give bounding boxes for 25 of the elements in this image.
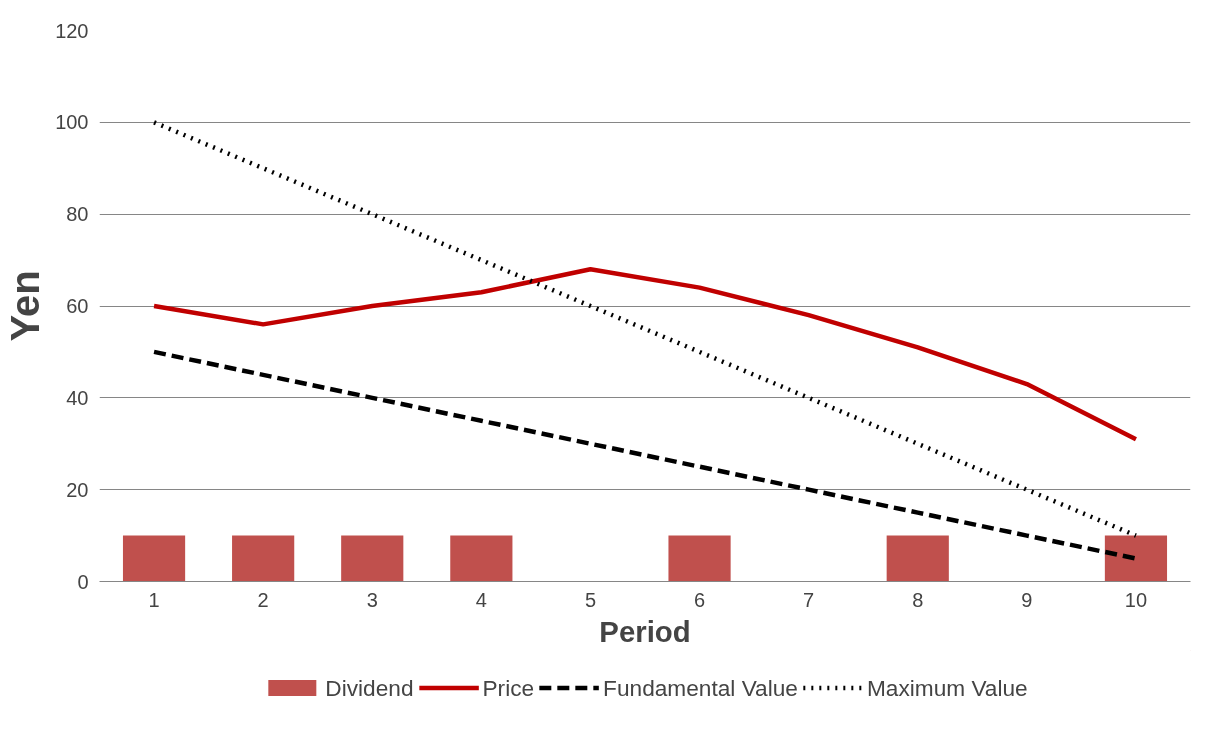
x-tick-label: 5 [584, 588, 597, 611]
legend-label: Dividend [325, 674, 414, 701]
x-tick-label: 4 [475, 588, 487, 611]
legend-label: Maximum Value [866, 674, 1028, 701]
y-tick-label: 0 [77, 570, 89, 593]
legend-label: Price [482, 674, 535, 701]
y-tick-label: 100 [55, 111, 89, 134]
x-axis-title: Period [599, 614, 691, 648]
y-tick-label: 120 [55, 19, 89, 42]
x-tick-label: 3 [366, 588, 378, 611]
x-tick-label: 8 [912, 588, 924, 611]
x-tick-label: 1 [148, 588, 160, 611]
x-tick-label: 6 [693, 588, 706, 611]
y-tick-label: 40 [66, 386, 89, 409]
line-series [151, 120, 1139, 538]
x-tick-label: 2 [257, 588, 269, 611]
y-tick-label: 60 [66, 295, 89, 317]
legend-label: Fundamental Value [603, 674, 798, 701]
y-axis-title: Yen [3, 270, 48, 342]
x-tick-label: 7 [803, 588, 815, 611]
x-tick-label: 9 [1021, 588, 1033, 611]
line-series [151, 267, 1139, 442]
y-tick-label: 80 [66, 203, 89, 226]
y-tick-label: 20 [66, 478, 89, 501]
x-tick-label: 10 [1124, 588, 1148, 611]
